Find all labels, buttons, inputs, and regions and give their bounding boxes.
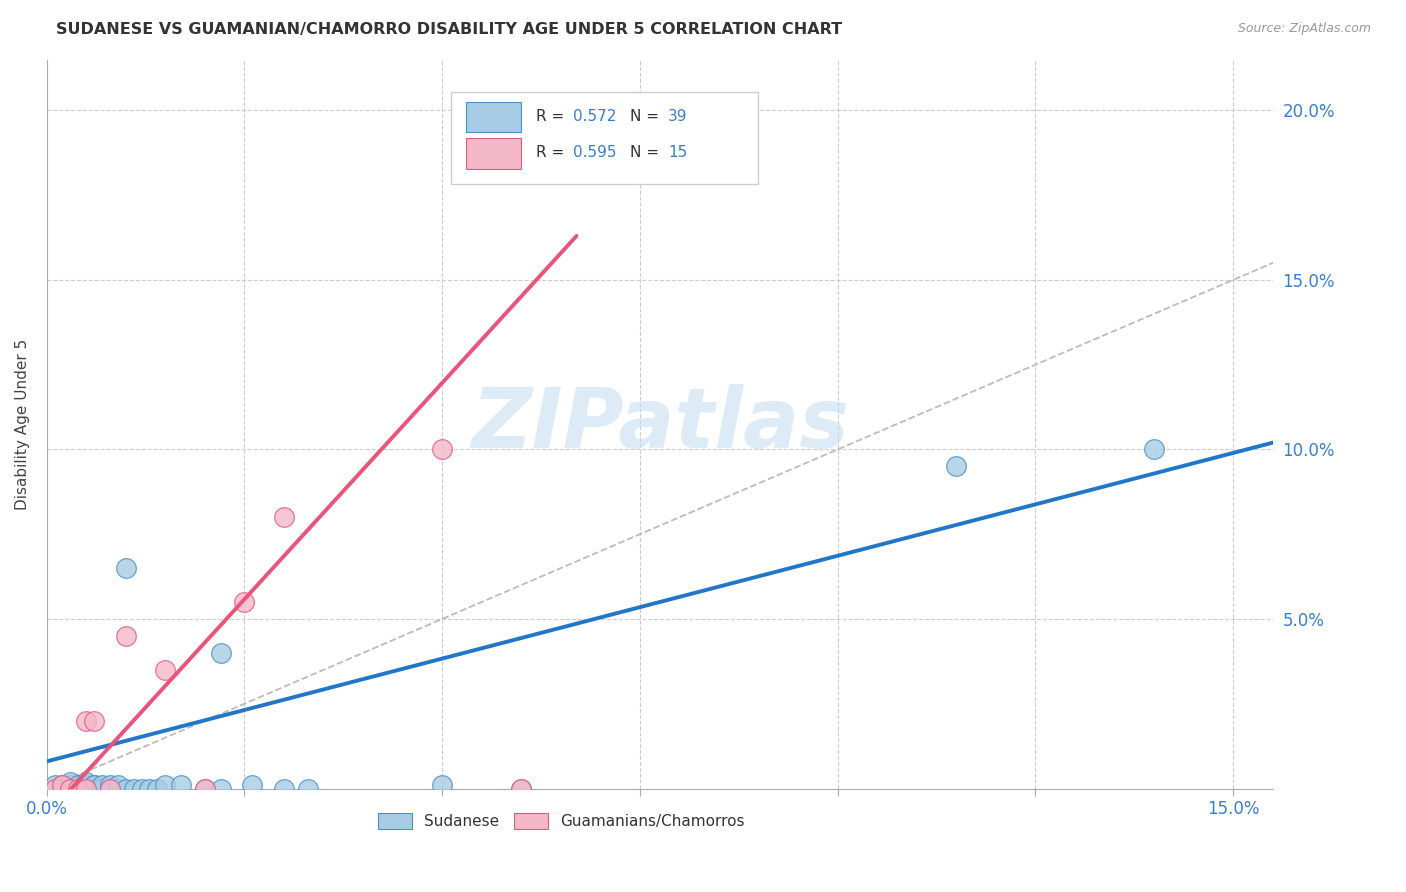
Point (107, 781, 129, 796)
Point (209, 646, 232, 660)
Point (945, 459, 967, 474)
Point (59, 774, 82, 789)
Point (67, 781, 90, 796)
Point (98, 781, 121, 796)
Text: R =: R = (536, 109, 569, 124)
Point (138, 781, 160, 796)
Bar (465, 102, 522, 133)
Text: 0.572: 0.572 (572, 109, 616, 124)
Point (83, 778, 105, 792)
Point (107, 778, 129, 792)
Point (59, 781, 82, 796)
Point (75, 778, 97, 792)
Point (83, 781, 105, 796)
Point (122, 781, 145, 796)
Point (44, 781, 66, 796)
Point (430, 442, 453, 457)
Bar (465, 138, 522, 169)
Point (59, 781, 82, 796)
Point (510, 781, 533, 796)
Point (170, 778, 193, 792)
Point (194, 781, 217, 796)
Bar (451, 93, 758, 184)
Point (75, 714, 97, 728)
Text: Source: ZipAtlas.com: Source: ZipAtlas.com (1237, 22, 1371, 36)
Y-axis label: Disability Age Under 5: Disability Age Under 5 (15, 338, 30, 509)
Point (273, 781, 295, 796)
Point (1143, 442, 1166, 457)
Point (59, 778, 82, 792)
Point (297, 781, 319, 796)
Point (114, 781, 136, 796)
Point (98, 778, 121, 792)
Point (430, 778, 453, 792)
Point (91, 781, 114, 796)
Point (240, 778, 263, 792)
Point (51, 778, 73, 792)
Point (131, 781, 153, 796)
Text: N =: N = (630, 145, 664, 161)
Point (194, 781, 217, 796)
Point (67, 781, 90, 796)
Point (155, 663, 177, 677)
Text: 15: 15 (668, 145, 688, 161)
Point (233, 595, 256, 609)
Point (273, 510, 295, 524)
Point (51, 781, 73, 796)
Point (114, 629, 136, 643)
Text: SUDANESE VS GUAMANIAN/CHAMORRO DISABILITY AGE UNDER 5 CORRELATION CHART: SUDANESE VS GUAMANIAN/CHAMORRO DISABILIT… (56, 22, 842, 37)
Point (44, 778, 66, 792)
Point (510, 781, 533, 796)
Point (114, 561, 136, 575)
Text: R =: R = (536, 145, 569, 161)
Point (83, 714, 105, 728)
Text: N =: N = (630, 109, 664, 124)
Point (146, 781, 169, 796)
Text: 0.595: 0.595 (572, 145, 616, 161)
Point (51, 778, 73, 792)
Point (67, 778, 90, 792)
Point (209, 781, 232, 796)
Legend: Sudanese, Guamanians/Chamorros: Sudanese, Guamanians/Chamorros (373, 806, 751, 836)
Text: ZIPatlas: ZIPatlas (471, 384, 849, 465)
Point (75, 781, 97, 796)
Point (75, 774, 97, 789)
Point (83, 778, 105, 792)
Point (155, 778, 177, 792)
Point (91, 778, 114, 792)
Point (98, 781, 121, 796)
Point (75, 778, 97, 792)
Point (75, 781, 97, 796)
Text: 39: 39 (668, 109, 688, 124)
